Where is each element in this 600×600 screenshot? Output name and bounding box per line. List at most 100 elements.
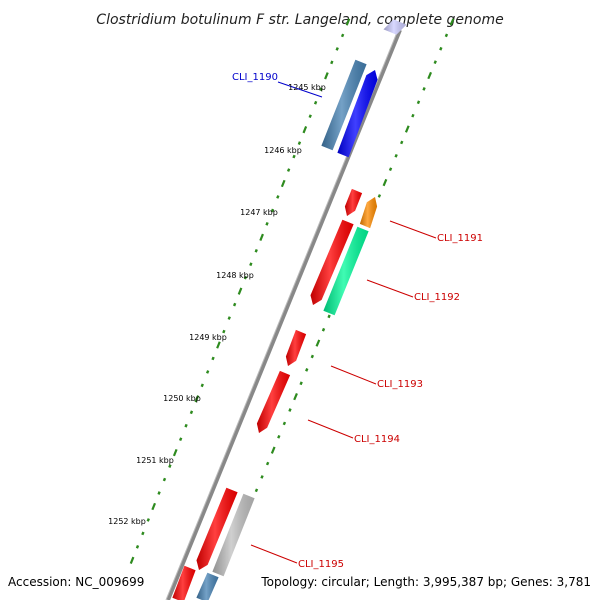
inner-tick <box>189 410 194 415</box>
feature-red-a[interactable] <box>344 188 363 216</box>
inner-tick <box>222 329 226 334</box>
feature-cli-1190[interactable] <box>337 70 378 158</box>
inner-tick <box>172 448 178 457</box>
inner-tick <box>313 100 318 105</box>
leader-line <box>330 365 377 385</box>
inner-tick <box>324 72 329 80</box>
kbp-label: 1247 kbp <box>240 208 278 217</box>
inner-tick <box>280 179 286 188</box>
kbp-label: 1252 kbp <box>108 517 146 526</box>
outer-tick <box>444 33 449 38</box>
leader-line <box>389 220 437 239</box>
outer-tick <box>282 421 287 426</box>
topology-text: Topology: circular; Length: 3,995,387 bp… <box>260 575 591 589</box>
kbp-label: 1245 kbp <box>288 83 326 92</box>
outer-tick <box>404 125 410 133</box>
accession-text: Accession: NC_009699 <box>8 575 144 589</box>
inner-tick <box>297 141 302 145</box>
kbp-label: 1248 kbp <box>216 271 254 280</box>
outer-tick <box>427 71 433 80</box>
outer-tick <box>288 408 292 412</box>
gene-label[interactable]: CLI_1192 <box>414 292 460 303</box>
inner-tick <box>200 383 204 388</box>
outer-tick <box>422 87 426 91</box>
inner-tick <box>243 275 248 280</box>
outer-tick <box>321 327 326 332</box>
inner-tick <box>141 531 145 536</box>
genome-backbone <box>166 29 402 600</box>
inner-tick <box>340 33 345 38</box>
inner-tick <box>129 556 135 564</box>
feature-red-b[interactable] <box>310 219 354 305</box>
inner-tick <box>308 114 312 119</box>
outer-tick <box>260 475 264 479</box>
leader-line <box>366 279 414 298</box>
feature-steel-1190[interactable] <box>321 59 367 151</box>
outer-tick <box>310 354 315 359</box>
inner-tick <box>146 518 150 522</box>
outer-tick <box>277 434 281 439</box>
inner-tick <box>211 356 215 361</box>
leader-line <box>277 81 323 98</box>
feature-steel-c[interactable] <box>196 572 219 600</box>
outer-tick <box>416 100 421 105</box>
inner-tick <box>178 437 183 442</box>
inner-tick <box>151 502 156 511</box>
inner-tick <box>276 195 280 199</box>
outer-tick <box>388 167 393 172</box>
gene-label[interactable]: CLI_1191 <box>437 233 483 244</box>
outer-tick <box>270 446 276 454</box>
inner-tick <box>205 370 210 374</box>
feature-cli-1193[interactable] <box>285 329 307 366</box>
leader-line <box>250 544 298 564</box>
feature-grey[interactable] <box>212 493 255 577</box>
inner-tick <box>286 168 291 172</box>
outer-tick <box>293 392 298 401</box>
gene-labels: CLI_1190 CLI_1191 CLI_1192 CLI_1193 CLI_1194… <box>232 72 483 570</box>
inner-tick <box>135 545 140 549</box>
leader-line <box>307 419 354 439</box>
gene-label[interactable]: CLI_1195 <box>298 559 344 570</box>
kbp-label: 1250 kbp <box>163 394 201 403</box>
kbp-labels: 1245 kbp 1246 kbp 1247 kbp 1248 kbp 1249 kbp… <box>108 83 326 526</box>
inner-tick <box>249 262 253 267</box>
gene-label[interactable]: CLI_1194 <box>354 434 400 445</box>
inner-tick <box>270 208 275 213</box>
inner-tick <box>330 60 334 65</box>
inner-tick <box>345 18 351 26</box>
inner-tick <box>319 87 323 92</box>
outer-tick <box>439 46 443 51</box>
outer-tick <box>382 178 388 187</box>
gene-label[interactable]: CLI_1190 <box>232 72 278 83</box>
feature-cli-1194[interactable] <box>256 370 291 433</box>
map-title: Clostridium botulinum F str. Langeland, … <box>96 12 503 28</box>
outer-tick <box>400 140 404 145</box>
feature-red-c[interactable] <box>172 565 196 600</box>
inner-tick <box>302 126 308 134</box>
outer-tick <box>305 368 309 372</box>
feature-track <box>172 19 407 600</box>
kbp-label: 1249 kbp <box>189 333 227 342</box>
gene-label[interactable]: CLI_1193 <box>377 379 423 390</box>
inner-tick <box>157 491 161 495</box>
outer-tick <box>315 339 321 347</box>
inner-tick <box>265 222 269 226</box>
inner-tick <box>232 302 237 307</box>
leader-lines <box>250 81 437 564</box>
feature-cli-1195[interactable] <box>196 487 238 570</box>
inner-tick <box>237 287 243 295</box>
outer-tick <box>394 153 398 158</box>
outer-tick <box>449 18 455 26</box>
feature-cli-1192[interactable] <box>323 226 369 316</box>
outer-tick <box>411 113 415 118</box>
feature-cli-1191[interactable] <box>359 197 378 229</box>
inner-tick <box>292 154 296 159</box>
outer-tick <box>254 488 259 493</box>
inner-tick <box>184 423 188 428</box>
inner-tick <box>335 47 339 51</box>
inner-tick <box>254 248 258 253</box>
outer-tick <box>265 461 270 466</box>
inner-tick <box>162 477 167 482</box>
feature-lavender[interactable] <box>383 19 407 35</box>
